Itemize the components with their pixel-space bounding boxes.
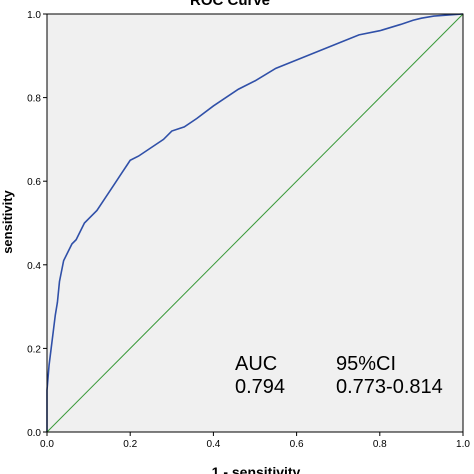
x-axis-label: 1 - sensitivity <box>212 464 301 474</box>
chart-title: ROC Curve <box>190 0 270 9</box>
x-tick-label: 0.6 <box>290 439 304 450</box>
ci-label: 95%CI <box>336 353 396 375</box>
y-tick-label: 0.2 <box>27 344 41 355</box>
y-tick-label: 0.0 <box>27 428 41 439</box>
plot-frame <box>46 13 464 433</box>
auc-value: 0.794 <box>235 376 285 398</box>
reference-diagonal-line <box>46 13 464 433</box>
y-axis-label: sensitivity <box>0 189 15 253</box>
x-tick-label: 0.8 <box>373 439 387 450</box>
x-tick-label: 1.0 <box>456 439 470 450</box>
y-tick-label: 0.4 <box>27 261 41 272</box>
y-tick-label: 0.6 <box>27 177 41 188</box>
auc-label: AUC <box>235 353 277 375</box>
x-tick-label: 0.4 <box>206 439 220 450</box>
y-tick-label: 0.8 <box>27 94 41 105</box>
roc-curve-line <box>46 13 464 432</box>
x-tick-label: 0.0 <box>40 439 54 450</box>
y-tick-label: 1.0 <box>27 10 41 21</box>
ci-value: 0.773-0.814 <box>336 376 443 398</box>
x-tick-label: 0.2 <box>123 439 137 450</box>
